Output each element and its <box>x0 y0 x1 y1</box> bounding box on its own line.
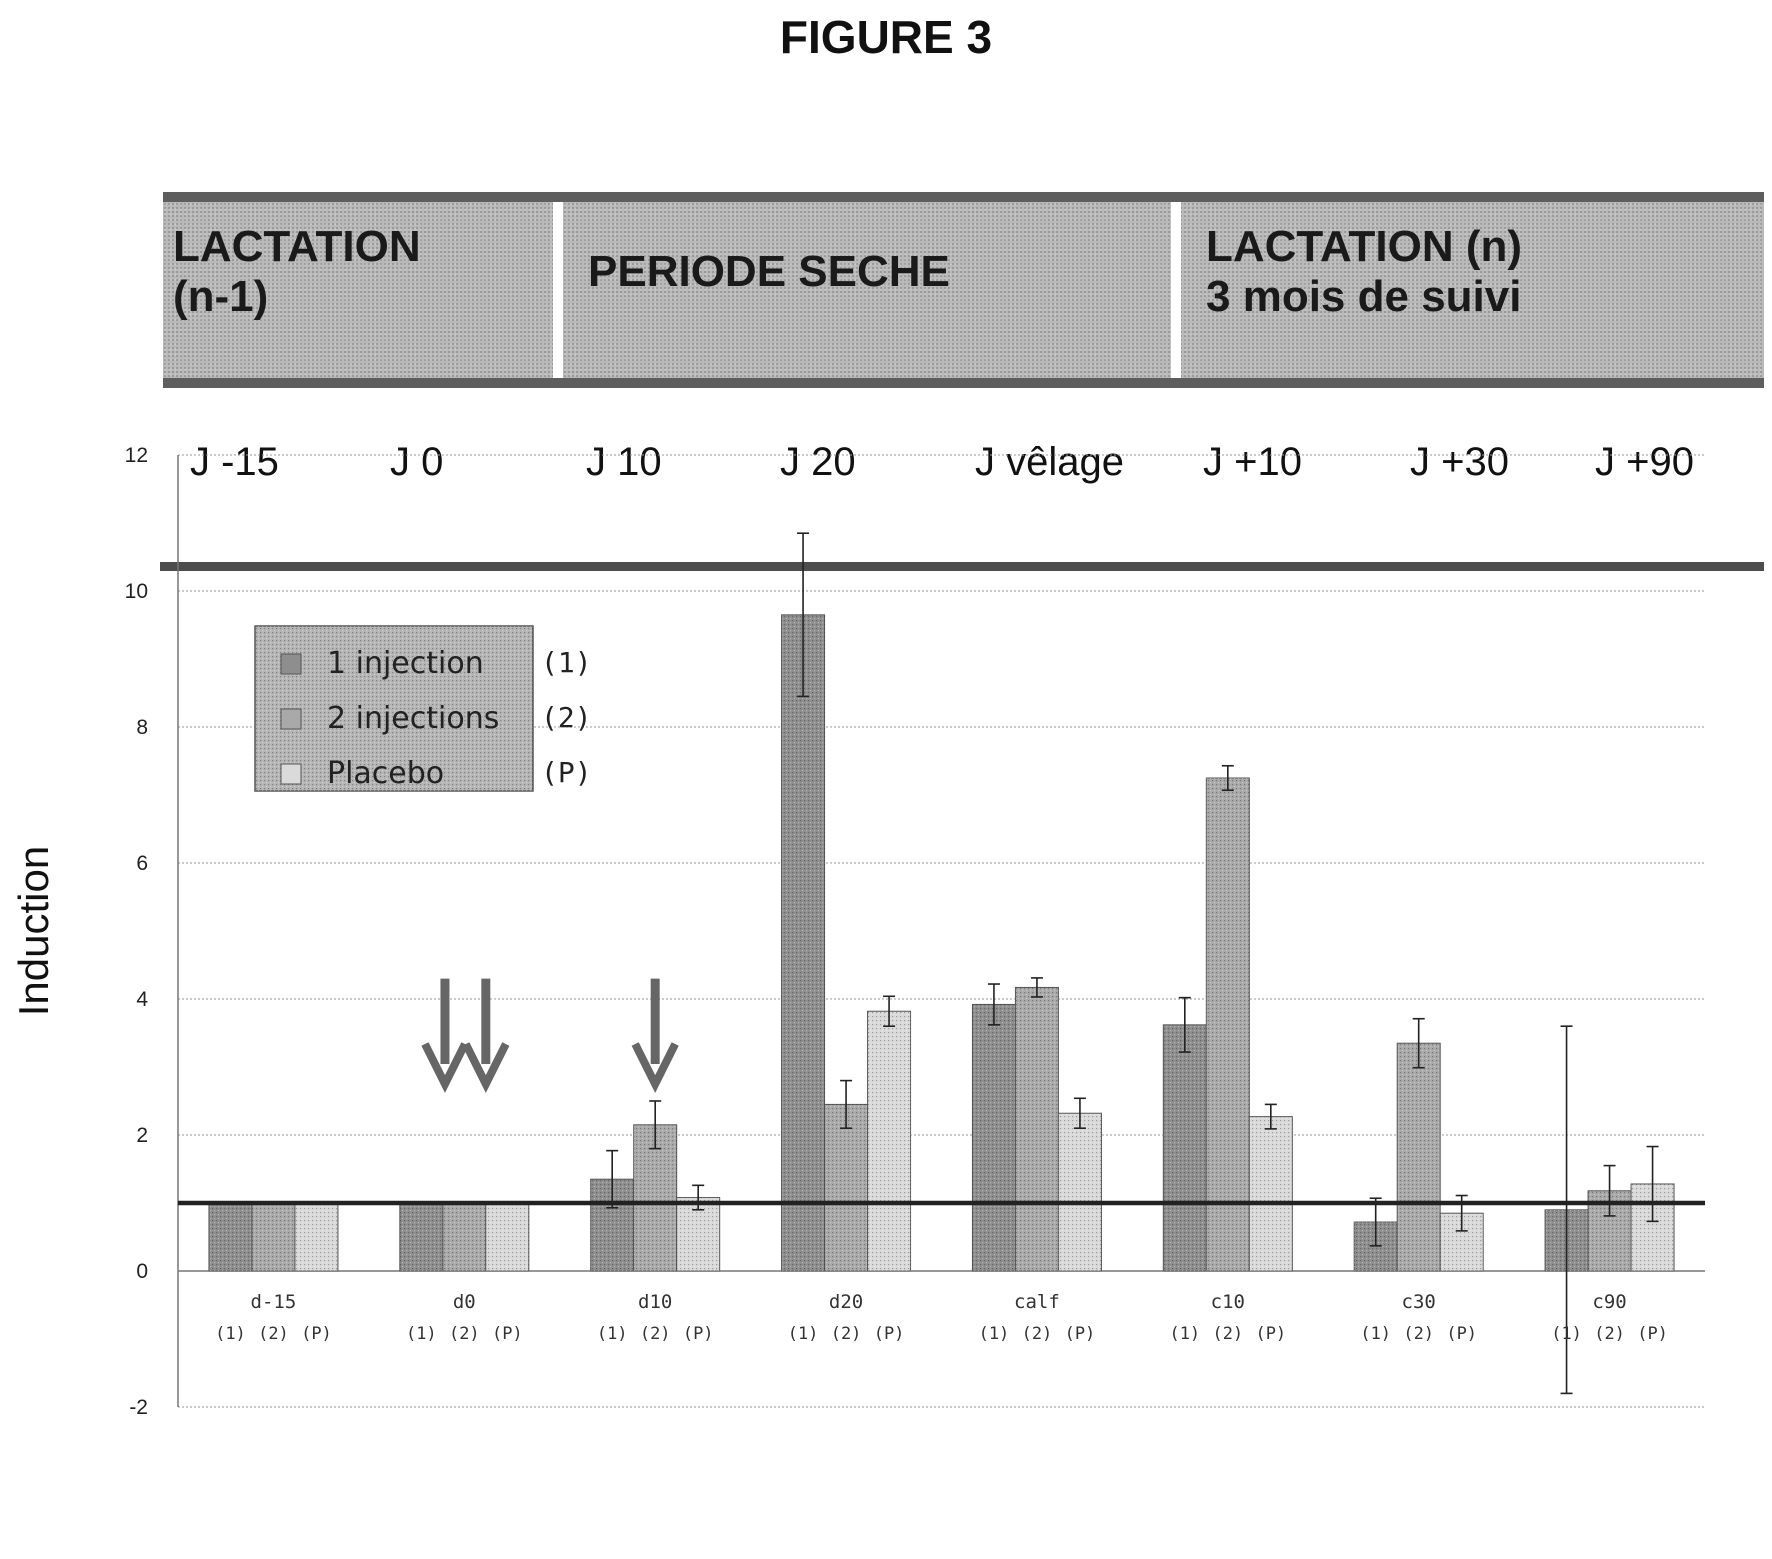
period-lactation-previous: LACTATION (n-1) <box>173 222 421 322</box>
bar-sublabel-1-injection-c10: (1) <box>1169 1324 1200 1344</box>
x-tick-label-d0: d0 <box>453 1291 476 1313</box>
bar-sublabel-2-injections-d-15: (2) <box>258 1324 289 1344</box>
bar-sublabel-1-injection-d10: (1) <box>597 1324 628 1344</box>
y-tick-label-4: 4 <box>136 988 148 1011</box>
y-tick-label-0: 0 <box>136 1260 148 1283</box>
legend-label-1-injection: 1 injection <box>327 646 484 681</box>
day-label-j+90: J +90 <box>1595 440 1694 484</box>
y-axis-title: Induction <box>10 846 57 1016</box>
legend-label-placebo: Placebo <box>327 756 444 791</box>
bar-texture-placebo-d-15 <box>294 1203 338 1271</box>
legend-label-2-injections: 2 injections <box>327 701 499 736</box>
bar-sublabel-2-injections-d0: (2) <box>449 1324 480 1344</box>
period-lactation-previous-line2: (n-1) <box>173 272 269 321</box>
bar-texture-2-injections-d0 <box>442 1203 486 1271</box>
x-tick-label-d10: d10 <box>638 1291 672 1313</box>
x-tick-label-c90: c90 <box>1592 1291 1626 1313</box>
separator-rule <box>160 562 1764 571</box>
bar-texture-placebo-d20 <box>867 1011 911 1271</box>
period-separator-2 <box>1171 202 1181 378</box>
bar-sublabel-2-injections-d20: (2) <box>831 1324 862 1344</box>
bar-sublabel-placebo-c10: (P) <box>1255 1324 1286 1344</box>
period-band: LACTATION (n-1) PERIODE SECHE LACTATION … <box>163 192 1764 388</box>
bar-sublabel-1-injection-c30: (1) <box>1360 1324 1391 1344</box>
period-lactation-current-line1: LACTATION (n) <box>1206 222 1523 271</box>
period-lactation-current: LACTATION (n) 3 mois de suivi <box>1206 222 1522 322</box>
bar-sublabel-2-injections-c10: (2) <box>1212 1324 1243 1344</box>
bar-texture-placebo-calf <box>1058 1113 1102 1271</box>
bar-texture-1-injection-calf <box>972 1004 1016 1271</box>
day-label-j-15: J -15 <box>190 440 279 484</box>
bar-texture-1-injection-d20 <box>781 614 825 1271</box>
y-tick-label--2: -2 <box>129 1396 148 1419</box>
x-tick-label-d-15: d-15 <box>251 1291 297 1313</box>
period-separator-1 <box>553 202 563 378</box>
legend-tag-2-injections: (2) <box>541 701 592 734</box>
bar-sublabel-placebo-d20: (P) <box>874 1324 905 1344</box>
day-label-j0: J 0 <box>390 440 444 484</box>
bar-texture-placebo-c10 <box>1249 1116 1293 1271</box>
x-tick-label-calf: calf <box>1014 1291 1060 1313</box>
x-tick-label-c10: c10 <box>1211 1291 1245 1313</box>
bar-sublabel-1-injection-calf: (1) <box>979 1324 1010 1344</box>
bar-texture-2-injections-c30 <box>1397 1043 1441 1271</box>
bar-sublabel-2-injections-calf: (2) <box>1022 1324 1053 1344</box>
bar-texture-2-injections-c10 <box>1206 778 1250 1271</box>
y-tick-label-8: 8 <box>136 716 148 739</box>
injection-arrow-head-d0-0 <box>421 1042 469 1093</box>
bar-sublabel-placebo-d0: (P) <box>492 1324 523 1344</box>
bar-sublabel-placebo-d-15: (P) <box>301 1324 332 1344</box>
injection-arrow-head-d10-0 <box>631 1042 679 1093</box>
y-tick-label-12: 12 <box>125 444 148 467</box>
bar-texture-2-injections-d20 <box>824 1104 868 1271</box>
y-tick-label-2: 2 <box>136 1124 148 1147</box>
bar-sublabel-2-injections-c90: (2) <box>1594 1324 1625 1344</box>
bar-sublabel-1-injection-d-15: (1) <box>215 1324 246 1344</box>
y-tick-label-10: 10 <box>125 580 148 603</box>
bar-texture-1-injection-c10 <box>1163 1024 1207 1271</box>
legend-swatch-2-injections <box>280 708 302 730</box>
bar-sublabel-2-injections-c30: (2) <box>1403 1324 1434 1344</box>
period-lactation-previous-line1: LACTATION <box>173 222 421 271</box>
x-tick-label-d20: d20 <box>829 1291 863 1313</box>
bar-sublabel-placebo-calf: (P) <box>1065 1324 1096 1344</box>
period-lactation-current-line2: 3 mois de suivi <box>1206 272 1522 321</box>
legend-swatch-1-injection <box>280 653 302 675</box>
bar-texture-1-injection-d0 <box>399 1203 443 1271</box>
bar-texture-2-injections-calf <box>1015 987 1059 1271</box>
day-label-j+10: J +10 <box>1203 440 1302 484</box>
day-label-j20: J 20 <box>780 440 856 484</box>
day-label-j10: J 10 <box>586 440 662 484</box>
day-label-j-velage: J vêlage <box>975 440 1124 484</box>
bar-texture-1-injection-d-15 <box>208 1203 252 1271</box>
legend-swatch-placebo <box>280 763 302 785</box>
bar-sublabel-1-injection-c90: (1) <box>1551 1324 1582 1344</box>
x-tick-label-c30: c30 <box>1402 1291 1436 1313</box>
bar-texture-placebo-d0 <box>485 1203 529 1271</box>
bar-sublabel-1-injection-d0: (1) <box>406 1324 437 1344</box>
day-label-j+30: J +30 <box>1410 440 1509 484</box>
bar-sublabel-placebo-c90: (P) <box>1637 1324 1668 1344</box>
figure-title: FIGURE 3 <box>779 11 993 63</box>
legend-tag-1-injection: (1) <box>541 646 592 679</box>
period-dry-line1: PERIODE SECHE <box>588 247 950 296</box>
injection-arrow-head-d0-1 <box>462 1042 510 1093</box>
legend-tag-placebo: (P) <box>541 756 592 789</box>
bar-texture-2-injections-d-15 <box>251 1203 295 1271</box>
bar-sublabel-2-injections-d10: (2) <box>640 1324 671 1344</box>
bar-sublabel-1-injection-d20: (1) <box>788 1324 819 1344</box>
bar-sublabel-placebo-c30: (P) <box>1446 1324 1477 1344</box>
period-dry: PERIODE SECHE <box>588 247 950 297</box>
bar-sublabel-placebo-d10: (P) <box>683 1324 714 1344</box>
y-tick-label-6: 6 <box>136 852 148 875</box>
